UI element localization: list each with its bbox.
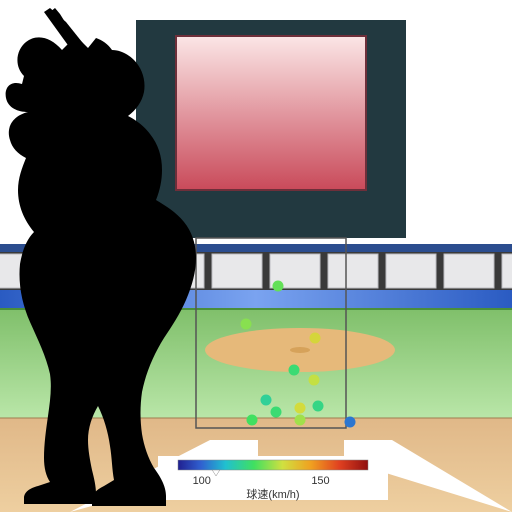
pitch-point xyxy=(261,395,272,406)
colorbar-tick: 150 xyxy=(311,475,329,487)
wall-panel xyxy=(502,254,512,288)
colorbar-tick: 100 xyxy=(193,475,211,487)
pitch-point xyxy=(310,333,321,344)
colorbar-label: 球速(km/h) xyxy=(246,487,299,501)
wall-panel xyxy=(386,254,436,288)
wall-panel xyxy=(444,254,494,288)
colorbar xyxy=(178,460,368,470)
pitch-point xyxy=(313,401,324,412)
pitch-point xyxy=(241,319,252,330)
pitch-point xyxy=(295,415,306,426)
scoreboard-screen xyxy=(176,36,366,190)
pitch-point xyxy=(271,407,282,418)
wall-panel xyxy=(328,254,378,288)
pitch-point xyxy=(247,415,258,426)
pitch-point xyxy=(289,365,300,376)
pitch-point xyxy=(309,375,320,386)
pitch-point xyxy=(295,403,306,414)
pitch-point xyxy=(273,281,284,292)
mound-rubber xyxy=(290,347,310,353)
wall-panel xyxy=(212,254,262,288)
pitch-point xyxy=(345,417,356,428)
